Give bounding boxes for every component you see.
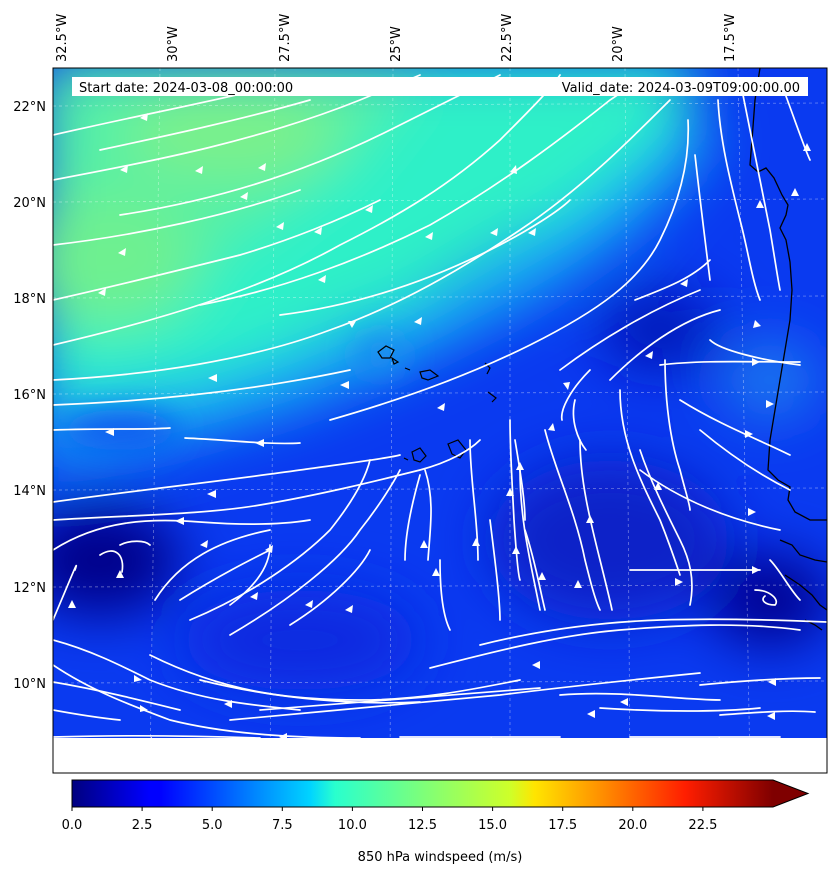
lat-label: 12°N bbox=[13, 581, 46, 596]
colorbar-outline bbox=[71, 779, 810, 808]
colorbar-tick-label: 22.5 bbox=[688, 818, 717, 833]
colorbar-ticks: 0.0 2.5 5.0 7.5 10.0 12.5 15.0 17.5 20.0 22.5 bbox=[62, 807, 717, 833]
lat-label: 18°N bbox=[13, 292, 46, 307]
date-label-box bbox=[72, 77, 808, 96]
colorbar: 0.0 2.5 5.0 7.5 10.0 12.5 15.0 17.5 20.0 22.5 850… bbox=[62, 779, 810, 865]
colorbar-tick-label: 20.0 bbox=[618, 818, 647, 833]
lat-label: 14°N bbox=[13, 484, 46, 499]
lon-label: 25°W bbox=[389, 26, 404, 62]
latitude-labels: 22°N 20°N 18°N 16°N 14°N 12°N 10°N bbox=[13, 100, 46, 692]
colorbar-tick-label: 0.0 bbox=[62, 818, 83, 833]
colorbar-tick-label: 5.0 bbox=[202, 818, 223, 833]
colorbar-tick-label: 10.0 bbox=[338, 818, 367, 833]
colorbar-tick-label: 2.5 bbox=[132, 818, 153, 833]
lon-label: 27.5°W bbox=[278, 14, 293, 62]
colorbar-tick-label: 12.5 bbox=[408, 818, 437, 833]
lon-label: 30°W bbox=[166, 26, 181, 62]
lat-label: 20°N bbox=[13, 196, 46, 211]
lon-label: 20°W bbox=[611, 26, 626, 62]
lon-label: 22.5°W bbox=[500, 14, 515, 62]
lat-label: 22°N bbox=[13, 100, 46, 115]
lat-label: 10°N bbox=[13, 677, 46, 692]
colorbar-gradient bbox=[72, 780, 773, 807]
colorbar-tick-label: 17.5 bbox=[548, 818, 577, 833]
coastline bbox=[749, 68, 827, 631]
colorbar-tick-label: 15.0 bbox=[478, 818, 507, 833]
lat-label: 16°N bbox=[13, 388, 46, 403]
colorbar-extend-arrow bbox=[773, 780, 808, 807]
streamline-arrows bbox=[68, 113, 811, 745]
colorbar-label: 850 hPa windspeed (m/s) bbox=[358, 850, 523, 865]
longitude-labels: 32.5°W 30°W 27.5°W 25°W 22.5°W 20°W 17.5… bbox=[55, 14, 738, 62]
streamlines bbox=[53, 74, 827, 739]
map-frame bbox=[52, 67, 828, 774]
colorbar-tick-label: 7.5 bbox=[272, 818, 293, 833]
windspeed-field bbox=[53, 68, 827, 773]
lon-label: 17.5°W bbox=[723, 14, 738, 62]
start-date-label: Start date: 2024-03-08_00:00:00 bbox=[79, 81, 293, 96]
lon-label: 32.5°W bbox=[55, 14, 70, 62]
valid-date-label: Valid_date: 2024-03-09T09:00:00.00 bbox=[562, 81, 800, 96]
